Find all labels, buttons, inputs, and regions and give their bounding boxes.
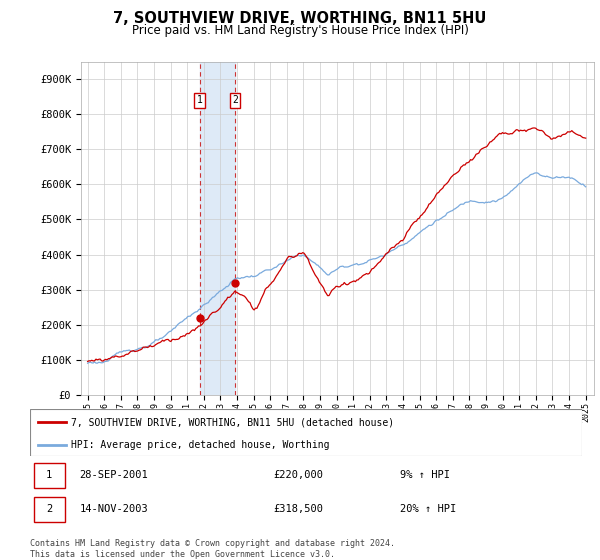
Text: 7, SOUTHVIEW DRIVE, WORTHING, BN11 5HU (detached house): 7, SOUTHVIEW DRIVE, WORTHING, BN11 5HU (… [71,417,395,427]
Text: Price paid vs. HM Land Registry's House Price Index (HPI): Price paid vs. HM Land Registry's House … [131,24,469,37]
Text: 2: 2 [232,95,238,105]
Text: 1: 1 [197,95,203,105]
Text: 20% ↑ HPI: 20% ↑ HPI [400,505,456,515]
Text: 14-NOV-2003: 14-NOV-2003 [80,505,148,515]
Text: £220,000: £220,000 [273,470,323,480]
Text: 28-SEP-2001: 28-SEP-2001 [80,470,148,480]
Text: 1: 1 [46,470,52,480]
Text: 2: 2 [46,505,52,515]
Text: 7, SOUTHVIEW DRIVE, WORTHING, BN11 5HU: 7, SOUTHVIEW DRIVE, WORTHING, BN11 5HU [113,11,487,26]
Text: Contains HM Land Registry data © Crown copyright and database right 2024.
This d: Contains HM Land Registry data © Crown c… [30,539,395,559]
Text: £318,500: £318,500 [273,505,323,515]
Bar [200,62,235,395]
Text: HPI: Average price, detached house, Worthing: HPI: Average price, detached house, Wort… [71,440,330,450]
Text: 9% ↑ HPI: 9% ↑ HPI [400,470,450,480]
Bar [34,463,65,488]
Bar [34,497,65,522]
